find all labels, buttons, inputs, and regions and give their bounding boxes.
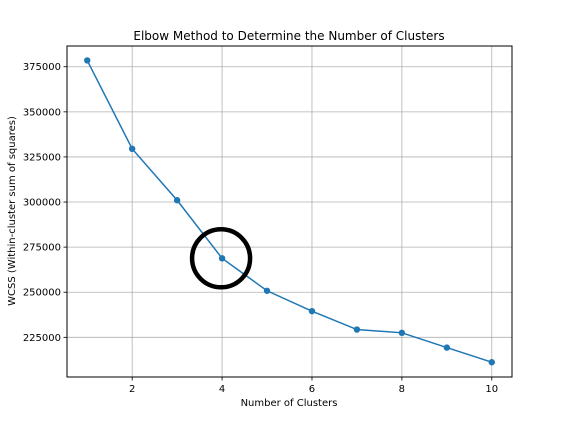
y-tick-label: 350000	[23, 107, 61, 118]
data-point	[488, 359, 495, 366]
y-tick-label: 375000	[23, 62, 61, 73]
data-point	[263, 287, 271, 294]
plot-frame	[66, 45, 513, 378]
x-tick-label: 4	[219, 384, 225, 395]
y-tick-label: 275000	[23, 243, 61, 254]
y-tick-label: 300000	[23, 198, 61, 209]
data-point	[128, 145, 136, 153]
data-point	[353, 326, 361, 333]
data-point	[398, 329, 406, 337]
y-tick-label: 250000	[23, 288, 61, 299]
x-tick-label: 6	[309, 384, 315, 395]
data-point	[173, 197, 181, 204]
x-axis-label: Number of Clusters	[241, 398, 338, 409]
annotation-layer	[189, 227, 253, 290]
y-tick-label: 325000	[23, 152, 61, 163]
data-point	[443, 344, 451, 351]
axis-ticks: 2 4 6 8 10 225000 250000 275000 300000 325000 3500…	[23, 62, 498, 395]
x-tick-label: 2	[129, 384, 135, 395]
series-line	[86, 60, 493, 363]
elbow-highlight-circle	[189, 227, 253, 290]
x-tick-label: 10	[485, 384, 498, 395]
y-axis-label: WCSS (Within-cluster sum of squares)	[7, 116, 18, 306]
data-point	[308, 307, 316, 315]
y-tick-label: 225000	[23, 333, 61, 344]
series-layer	[84, 57, 495, 366]
chart-title: Elbow Method to Determine the Number of …	[133, 29, 444, 43]
x-tick-label: 8	[399, 384, 405, 395]
data-point	[218, 255, 226, 262]
data-point	[84, 57, 91, 64]
grid-layer	[67, 46, 512, 377]
